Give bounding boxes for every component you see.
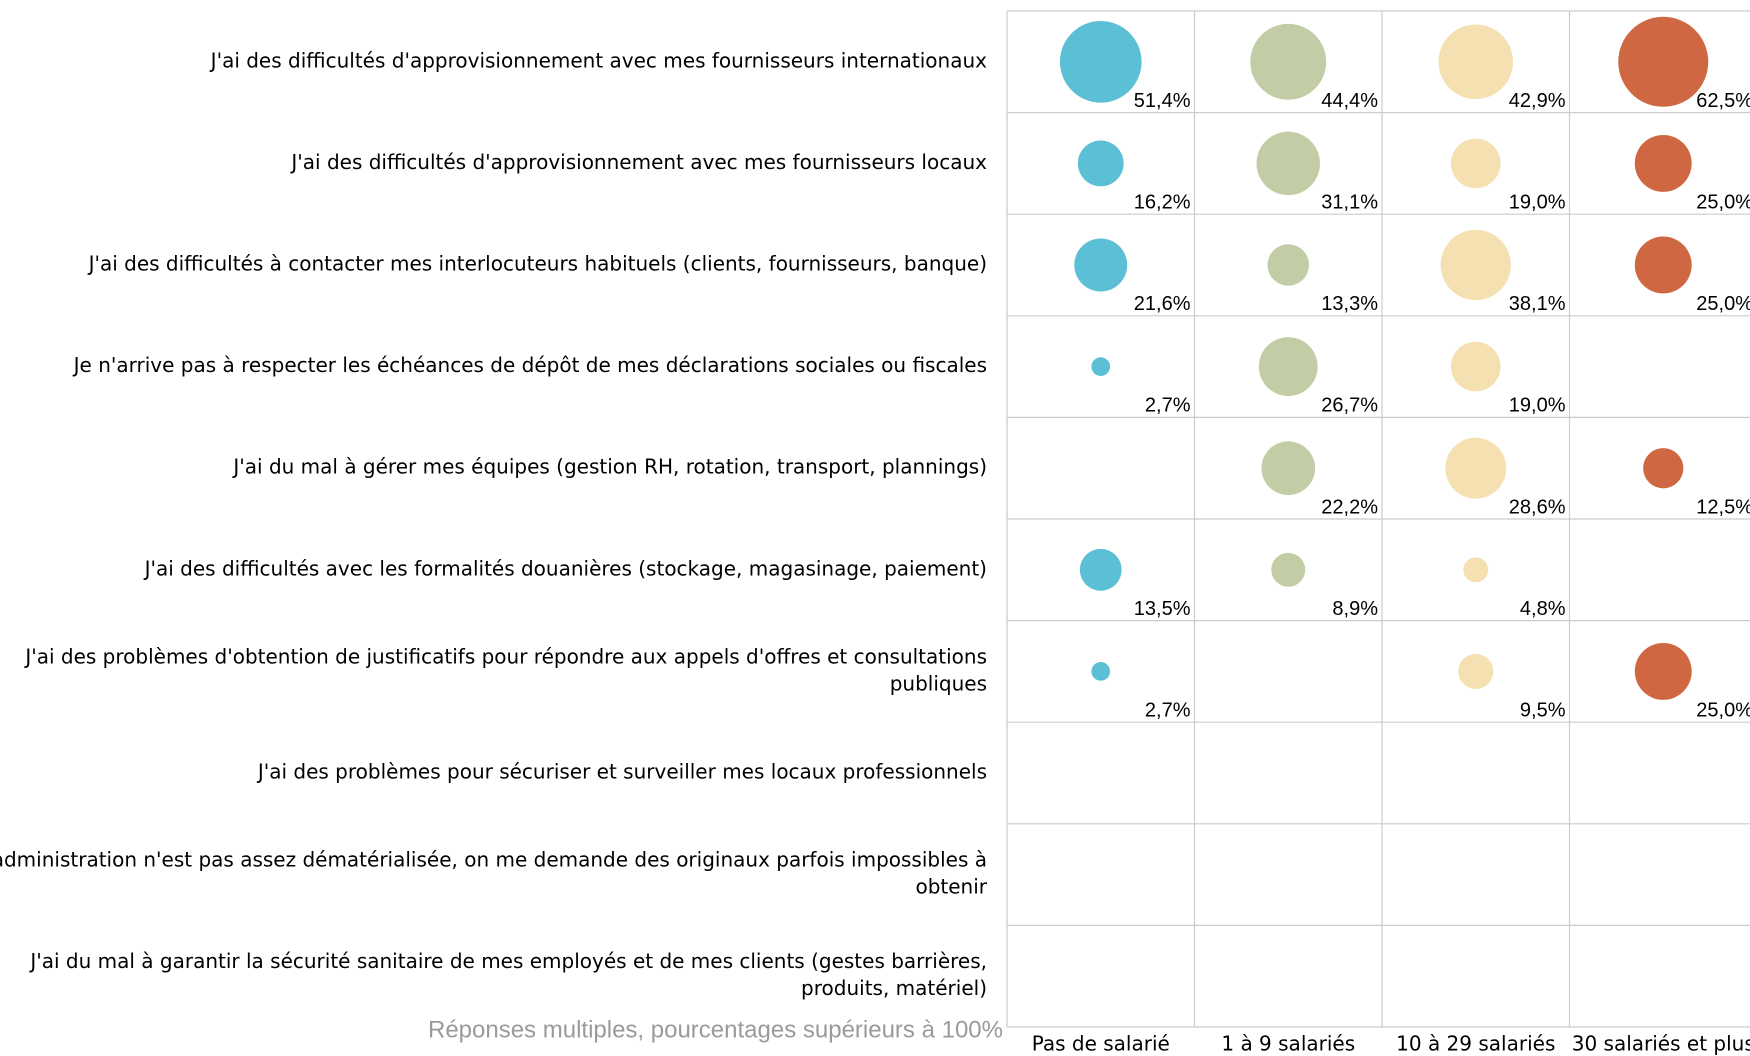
value-label: 51,4%: [1134, 90, 1191, 112]
column-label: 1 à 9 salariés: [1221, 1032, 1355, 1056]
bubble: [1261, 441, 1316, 496]
value-label: 25,0%: [1696, 191, 1750, 213]
bubble: [1438, 24, 1514, 100]
value-label: 28,6%: [1509, 496, 1566, 518]
bubble: [1074, 238, 1128, 292]
value-label: 26,7%: [1321, 395, 1378, 417]
value-label: 9,5%: [1520, 699, 1566, 721]
bubble: [1267, 244, 1310, 286]
value-label: 8,9%: [1332, 598, 1378, 620]
note: Réponses multiples, pourcentages supérie…: [428, 1016, 1003, 1043]
row-label: J'ai des problèmes pour sécuriser et sur…: [256, 760, 987, 784]
bubble: [1463, 557, 1489, 583]
bubble: [1079, 548, 1122, 591]
row-label: J'ai des difficultés d'approvisionnement…: [289, 150, 987, 174]
bubble: [1256, 131, 1320, 196]
bubble: [1618, 16, 1709, 107]
bubble: [1458, 653, 1494, 689]
value-label: 12,5%: [1696, 496, 1750, 518]
bubble: [1643, 448, 1684, 489]
value-label: 19,0%: [1509, 395, 1566, 417]
row-label: J'ai des problèmes d'obtention de justif…: [23, 644, 987, 668]
column-label: 30 salariés et plus: [1572, 1032, 1750, 1056]
value-label: 4,8%: [1520, 598, 1566, 620]
column-label: Pas de salarié: [1032, 1032, 1170, 1056]
row-label: J'ai des difficultés avec les formalités…: [143, 556, 987, 580]
row-label: J'ai des difficultés à contacter mes int…: [87, 252, 987, 276]
value-label: 13,3%: [1321, 293, 1378, 315]
row-label: J'ai du mal à gérer mes équipes (gestion…: [231, 455, 987, 479]
bubble: [1440, 229, 1511, 301]
value-label: 21,6%: [1134, 293, 1191, 315]
value-label: 42,9%: [1509, 90, 1566, 112]
bubble: [1258, 337, 1318, 397]
row-label: publiques: [890, 671, 987, 695]
bubble: [1450, 138, 1501, 189]
value-label: 25,0%: [1696, 293, 1750, 315]
value-label: 62,5%: [1696, 90, 1750, 112]
value-label: 44,4%: [1321, 90, 1378, 112]
bubble: [1077, 140, 1124, 187]
row-label: J'ai du mal à garantir la sécurité sanit…: [28, 949, 987, 973]
value-label: 25,0%: [1696, 699, 1750, 721]
bubble: [1634, 236, 1692, 294]
bubble: [1271, 552, 1306, 587]
value-label: 31,1%: [1321, 191, 1378, 213]
value-label: 13,5%: [1134, 598, 1191, 620]
bubble: [1634, 134, 1692, 192]
bubble: [1250, 23, 1327, 100]
row-label: L'administration n'est pas assez dématér…: [0, 848, 987, 872]
bubble: [1445, 437, 1507, 499]
bubble: [1059, 20, 1142, 103]
bubble: [1091, 357, 1111, 376]
column-label: 10 à 29 salariés: [1396, 1032, 1555, 1056]
value-label: 2,7%: [1145, 699, 1191, 721]
value-label: 16,2%: [1134, 191, 1191, 213]
row-label: produits, matériel): [801, 976, 987, 1000]
value-label: 22,2%: [1321, 496, 1378, 518]
row-label: Je n'arrive pas à respecter les échéance…: [72, 353, 987, 377]
bubble: [1634, 642, 1692, 700]
row-label: obtenir: [915, 875, 987, 899]
value-label: 38,1%: [1509, 293, 1566, 315]
bubble: [1091, 662, 1111, 681]
value-label: 19,0%: [1509, 191, 1566, 213]
value-label: 2,7%: [1145, 395, 1191, 417]
bubble: [1450, 341, 1501, 392]
row-label: J'ai des difficultés d'approvisionnement…: [209, 48, 987, 72]
